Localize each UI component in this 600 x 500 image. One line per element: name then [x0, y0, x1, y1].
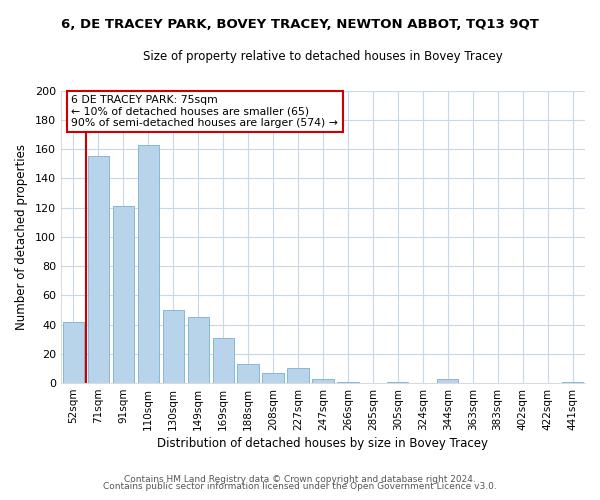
Text: Contains public sector information licensed under the Open Government Licence v3: Contains public sector information licen…	[103, 482, 497, 491]
Bar	[188, 318, 209, 383]
Bar	[163, 310, 184, 383]
Bar	[437, 378, 458, 383]
X-axis label: Distribution of detached houses by size in Bovey Tracey: Distribution of detached houses by size …	[157, 437, 488, 450]
Bar	[287, 368, 308, 383]
Bar	[63, 322, 84, 383]
Title: Size of property relative to detached houses in Bovey Tracey: Size of property relative to detached ho…	[143, 50, 503, 63]
Bar	[88, 156, 109, 383]
Bar	[337, 382, 359, 383]
Bar	[313, 378, 334, 383]
Bar	[238, 364, 259, 383]
Text: 6, DE TRACEY PARK, BOVEY TRACEY, NEWTON ABBOT, TQ13 9QT: 6, DE TRACEY PARK, BOVEY TRACEY, NEWTON …	[61, 18, 539, 30]
Bar	[562, 382, 583, 383]
Text: Contains HM Land Registry data © Crown copyright and database right 2024.: Contains HM Land Registry data © Crown c…	[124, 475, 476, 484]
Bar	[137, 144, 159, 383]
Y-axis label: Number of detached properties: Number of detached properties	[15, 144, 28, 330]
Bar	[387, 382, 409, 383]
Bar	[212, 338, 234, 383]
Text: 6 DE TRACEY PARK: 75sqm
← 10% of detached houses are smaller (65)
90% of semi-de: 6 DE TRACEY PARK: 75sqm ← 10% of detache…	[71, 95, 338, 128]
Bar	[113, 206, 134, 383]
Bar	[262, 373, 284, 383]
